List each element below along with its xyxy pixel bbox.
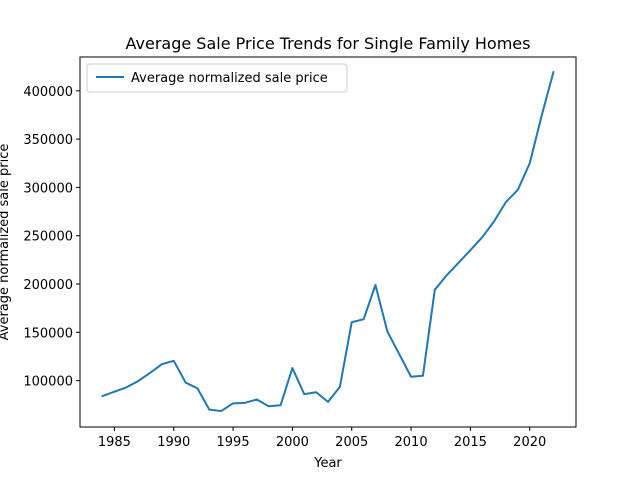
y-axis-ticks: 100000 150000 200000 250000 300000 350000 4000… — [23, 85, 80, 390]
legend-label: Average normalized sale price — [131, 71, 328, 86]
series-line-average-normalized-sale-price — [101, 70, 555, 413]
y-tick-label: 350000 — [23, 133, 73, 148]
x-tick-label: 1995 — [217, 435, 250, 450]
y-tick-label: 250000 — [23, 230, 73, 245]
x-tick-label: 2005 — [335, 435, 368, 450]
x-tick-label: 2015 — [454, 435, 487, 450]
y-tick-label: 100000 — [23, 375, 73, 390]
y-tick-label: 200000 — [23, 278, 73, 293]
y-axis-label: Average normalized sale price — [0, 144, 12, 341]
x-axis-label: Year — [313, 456, 342, 471]
x-tick-label: 1985 — [98, 435, 131, 450]
axes-frame — [79, 56, 577, 428]
x-tick-label: 2020 — [513, 435, 546, 450]
chart-title: Average Sale Price Trends for Single Fam… — [126, 34, 531, 53]
y-tick-label: 400000 — [23, 85, 73, 100]
x-axis-ticks: 1985 1990 1995 2000 2005 2010 2015 2020 — [98, 427, 546, 450]
plot-area — [101, 70, 555, 413]
legend-box — [86, 63, 348, 93]
x-tick-label: 2000 — [276, 435, 309, 450]
y-tick-label: 150000 — [23, 326, 73, 341]
y-tick-label: 300000 — [23, 181, 73, 196]
legend: Average normalized sale price — [86, 63, 348, 93]
x-tick-label: 1990 — [157, 435, 190, 450]
x-tick-label: 2010 — [395, 435, 428, 450]
